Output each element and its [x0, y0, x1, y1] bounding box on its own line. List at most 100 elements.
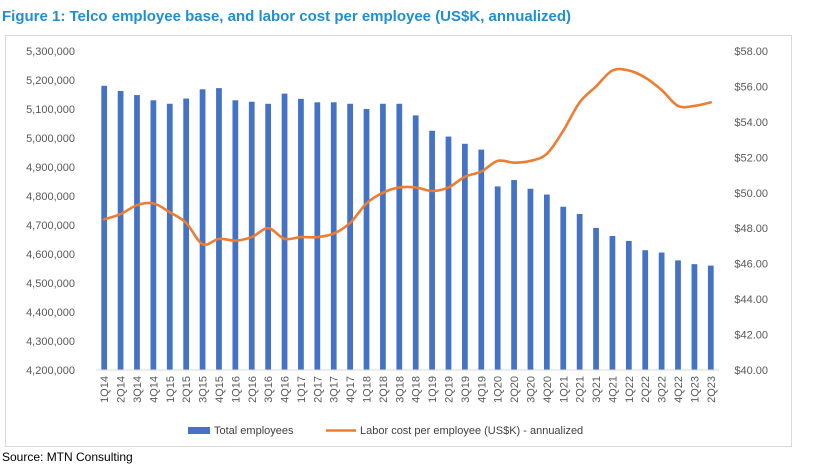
bar-total-employees: [265, 103, 272, 370]
x-axis-tick-label: 2Q14: [116, 376, 128, 403]
x-axis-tick-label: 4Q18: [411, 376, 423, 403]
x-axis-tick-label: 4Q15: [214, 376, 226, 403]
employee-bars: [101, 85, 714, 371]
bar-total-employees: [363, 109, 370, 370]
x-axis-tick-label: 1Q17: [296, 376, 308, 403]
legend-swatch-total-employees: [188, 427, 210, 434]
right-axis-tick-label: $48.00: [734, 223, 768, 235]
x-axis-tick-label: 3Q16: [263, 376, 275, 403]
left-axis-tick-label: 4,200,000: [26, 365, 75, 377]
x-axis-tick-label: 2Q22: [640, 376, 652, 403]
bar-total-employees: [658, 252, 665, 370]
x-axis-tick-label: 1Q20: [493, 376, 505, 403]
bar-total-employees: [117, 91, 124, 371]
bar-total-employees: [560, 206, 567, 370]
x-axis-tick-label: 1Q22: [624, 376, 636, 403]
bar-total-employees: [593, 227, 599, 370]
bar-total-employees: [543, 194, 550, 370]
x-axis-tick-label: 3Q21: [591, 376, 603, 403]
x-axis-labels: 1Q14 2Q14 3Q14 4Q14 1Q15 2Q15 3Q15 4Q15 1Q16 2Q16…: [99, 376, 718, 403]
bar-total-employees: [511, 180, 517, 370]
x-axis-tick-label: 4Q22: [673, 376, 685, 403]
bar-total-employees: [330, 102, 337, 370]
x-axis-tick-label: 2Q21: [575, 376, 587, 403]
bar-total-employees: [150, 100, 157, 371]
bar-total-employees: [298, 98, 304, 370]
bar-total-employees: [101, 85, 108, 371]
left-axis-tick-label: 4,300,000: [26, 336, 75, 348]
x-axis-tick-label: 3Q17: [329, 376, 341, 403]
x-axis-tick-label: 4Q16: [280, 376, 292, 403]
x-axis-tick-label: 2Q18: [378, 376, 390, 403]
left-axis-tick-label: 4,700,000: [26, 220, 75, 232]
right-axis-tick-label: $40.00: [734, 365, 768, 377]
x-axis-tick-label: 2Q23: [706, 376, 718, 403]
bar-total-employees: [216, 88, 222, 371]
x-axis-tick-label: 3Q18: [394, 376, 406, 403]
bar-total-employees: [445, 136, 452, 370]
bar-total-employees: [429, 130, 435, 370]
bar-total-employees: [691, 264, 698, 370]
x-axis-tick-label: 2Q19: [443, 376, 455, 403]
x-axis-tick-label: 3Q20: [525, 376, 537, 403]
x-axis-tick-label: 1Q15: [165, 376, 177, 403]
left-axis-tick-label: 5,100,000: [26, 104, 75, 116]
figure-source: Source: MTN Consulting: [2, 450, 133, 464]
bar-total-employees: [347, 103, 353, 370]
right-axis-ticks: $40.00 $42.00 $44.00 $46.00 $48.00 $50.00 $52.…: [734, 46, 768, 377]
legend-label-labor-cost: Labor cost per employee (US$K) - annuali…: [360, 425, 583, 437]
x-axis-tick-label: 2Q20: [509, 376, 521, 403]
right-axis-tick-label: $56.00: [734, 81, 768, 93]
left-axis-tick-label: 4,800,000: [26, 191, 75, 203]
bar-total-employees: [166, 103, 173, 370]
bar-total-employees: [396, 103, 403, 370]
bar-total-employees: [576, 213, 583, 370]
bar-total-employees: [609, 236, 616, 370]
x-axis-tick-label: 4Q19: [476, 376, 488, 403]
chart-frame: [5, 35, 792, 447]
x-axis-tick-label: 4Q21: [607, 376, 619, 403]
legend-label-total-employees: Total employees: [214, 425, 294, 437]
bar-total-employees: [675, 260, 681, 370]
left-axis-tick-label: 4,500,000: [26, 278, 75, 290]
x-axis-tick-label: 3Q19: [460, 376, 472, 403]
x-axis-tick-label: 2Q16: [247, 376, 259, 403]
left-axis-ticks: 4,200,000 4,300,000 4,400,000 4,500,000 4,60…: [26, 46, 75, 377]
figure-title: Figure 1: Telco employee base, and labor…: [2, 8, 572, 25]
left-axis-tick-label: 4,600,000: [26, 249, 75, 261]
bar-total-employees: [412, 115, 419, 370]
bar-total-employees: [478, 149, 485, 370]
left-axis-tick-label: 5,000,000: [26, 133, 75, 145]
bar-total-employees: [232, 100, 239, 371]
bar-total-employees: [380, 103, 386, 370]
x-axis-tick-label: 3Q22: [657, 376, 669, 403]
right-axis-tick-label: $54.00: [734, 117, 768, 129]
bar-total-employees: [183, 98, 190, 370]
left-axis-tick-label: 5,300,000: [26, 46, 75, 58]
right-axis-tick-label: $42.00: [734, 330, 768, 342]
labor-cost-line: [102, 67, 713, 247]
x-axis-tick-label: 1Q16: [230, 376, 242, 403]
right-axis-tick-label: $58.00: [734, 46, 768, 58]
bar-total-employees: [642, 250, 649, 370]
bar-total-employees: [707, 265, 714, 370]
left-axis-tick-label: 4,400,000: [26, 307, 75, 319]
x-axis-tick-label: 1Q14: [99, 376, 111, 403]
right-axis-tick-label: $52.00: [734, 152, 768, 164]
bar-total-employees: [199, 89, 206, 370]
left-axis-tick-label: 5,200,000: [26, 75, 75, 87]
bar-total-employees: [281, 93, 288, 370]
x-axis-tick-label: 3Q15: [198, 376, 210, 403]
bar-total-employees: [625, 240, 632, 370]
bar-total-employees: [494, 186, 501, 370]
x-axis-tick-label: 1Q18: [362, 376, 374, 403]
right-axis-tick-label: $44.00: [734, 294, 768, 306]
x-axis-tick-label: 4Q20: [542, 376, 554, 403]
x-axis-tick-label: 2Q15: [181, 376, 193, 403]
x-axis-tick-label: 1Q21: [558, 376, 570, 403]
right-axis-tick-label: $50.00: [734, 188, 768, 200]
bar-total-employees: [527, 188, 534, 370]
legend: Total employees Labor cost per employee …: [188, 425, 583, 437]
right-axis-tick-label: $46.00: [734, 259, 768, 271]
bar-total-employees: [134, 95, 140, 370]
